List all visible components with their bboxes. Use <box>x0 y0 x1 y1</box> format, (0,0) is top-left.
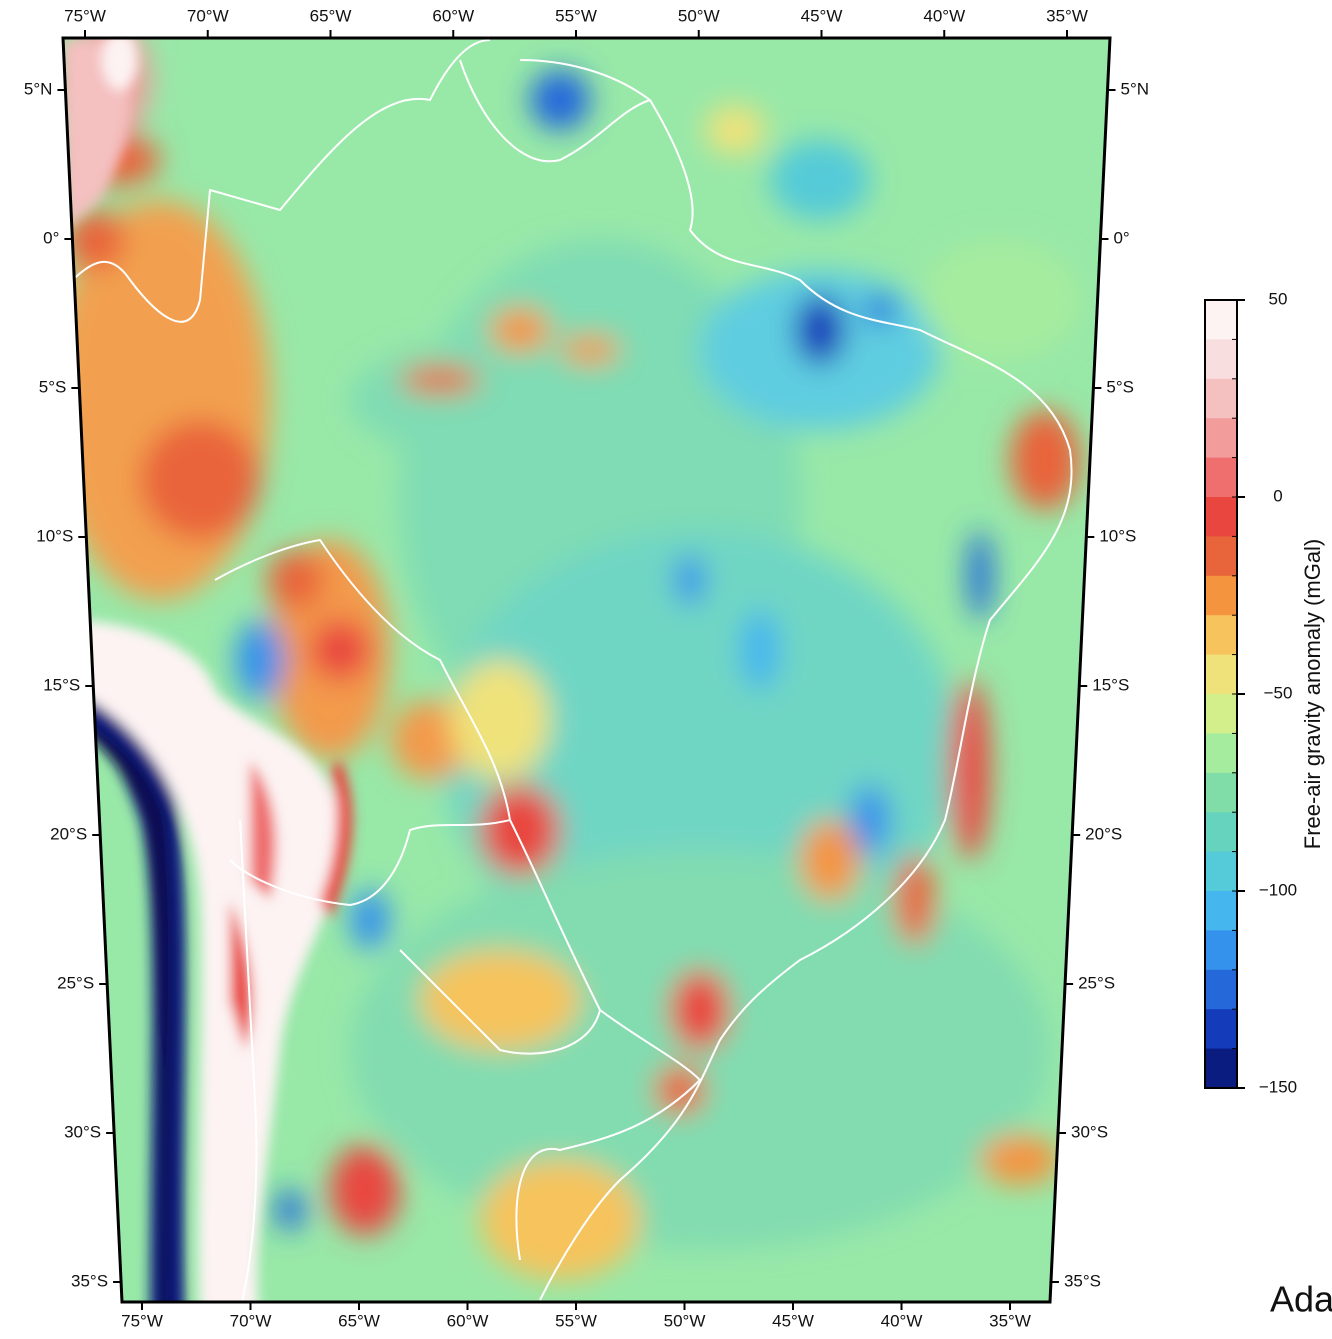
colorbar-label: Free-air gravity anomaly (mGal) <box>1300 539 1325 850</box>
lat-tick-label: 0° <box>43 228 59 247</box>
lon-tick-label: 45°W <box>801 6 843 25</box>
colorbar-band <box>1205 1048 1237 1089</box>
lon-tick-label: 60°W <box>432 6 474 25</box>
colorbar-band <box>1205 378 1237 419</box>
lon-tick-label: 55°W <box>555 1311 597 1330</box>
colorbar-band <box>1205 969 1237 1010</box>
lat-tick-label: 5°S <box>39 377 67 396</box>
colorbar-tick-label: 50 <box>1269 289 1288 308</box>
colorbar-band <box>1205 536 1237 577</box>
lon-tick-label: 50°W <box>678 6 720 25</box>
colorbar-tick-label: −100 <box>1259 880 1297 899</box>
colorbar-band <box>1205 694 1237 734</box>
lat-tick-label: 10°S <box>1099 526 1136 545</box>
lon-tick-label: 70°W <box>187 6 229 25</box>
lat-tick-label: 30°S <box>64 1122 101 1141</box>
gravity-field <box>63 38 1110 1302</box>
colorbar-band <box>1205 575 1237 616</box>
coastlines <box>63 39 1073 1302</box>
lon-tick-label: 40°W <box>923 6 965 25</box>
colorbar-band <box>1205 891 1237 931</box>
lat-tick-label: 5°S <box>1106 377 1134 396</box>
map-frame <box>61 36 1112 1304</box>
lat-tick-label: 20°S <box>1085 824 1122 843</box>
lon-tick-label: 35°W <box>1046 6 1088 25</box>
lat-tick-label: 25°S <box>57 973 94 992</box>
colorbar-band <box>1205 300 1237 340</box>
colorbar-band <box>1205 1009 1237 1050</box>
lat-tick-label: 30°S <box>1071 1122 1108 1141</box>
lon-tick-label: 65°W <box>338 1311 380 1330</box>
lon-tick-label: 40°W <box>881 1311 923 1330</box>
lat-tick-label: 10°S <box>36 526 73 545</box>
lat-tick-label: 35°S <box>71 1271 108 1290</box>
colorbar-tick-label: −150 <box>1259 1077 1297 1096</box>
colorbar-band <box>1205 772 1237 813</box>
colorbar-band <box>1205 812 1237 853</box>
lat-tick-label: 15°S <box>43 675 80 694</box>
lon-tick-label: 60°W <box>447 1311 489 1330</box>
lon-tick-label: 35°W <box>989 1311 1031 1330</box>
lat-tick-label: 35°S <box>1064 1271 1101 1290</box>
lat-tick-label: 25°S <box>1078 973 1115 992</box>
colorbar-band <box>1205 457 1237 498</box>
footer-text: Ada <box>1270 1279 1332 1320</box>
lat-tick-label: 0° <box>1113 228 1129 247</box>
colorbar-band <box>1205 339 1237 380</box>
lon-tick-label: 45°W <box>772 1311 814 1330</box>
lon-tick-label: 65°W <box>310 6 352 25</box>
colorbar-band <box>1205 733 1237 774</box>
colorbar-band <box>1205 497 1237 537</box>
lon-tick-label: 75°W <box>121 1311 163 1330</box>
colorbar-band <box>1205 851 1237 892</box>
lon-tick-label: 70°W <box>230 1311 272 1330</box>
lat-tick-label: 20°S <box>50 824 87 843</box>
lon-tick-label: 50°W <box>664 1311 706 1330</box>
lon-tick-label: 75°W <box>64 6 106 25</box>
colorbar-band <box>1205 615 1237 656</box>
colorbar-band <box>1205 418 1237 459</box>
lat-tick-label: 15°S <box>1092 675 1129 694</box>
colorbar-band <box>1205 654 1237 695</box>
colorbar-tick-label: −50 <box>1264 683 1293 702</box>
lat-tick-label: 5°N <box>24 79 53 98</box>
colorbar-tick-label: 0 <box>1273 486 1282 505</box>
colorbar-band <box>1205 930 1237 971</box>
lon-tick-label: 55°W <box>555 6 597 25</box>
lat-tick-label: 5°N <box>1121 79 1150 98</box>
